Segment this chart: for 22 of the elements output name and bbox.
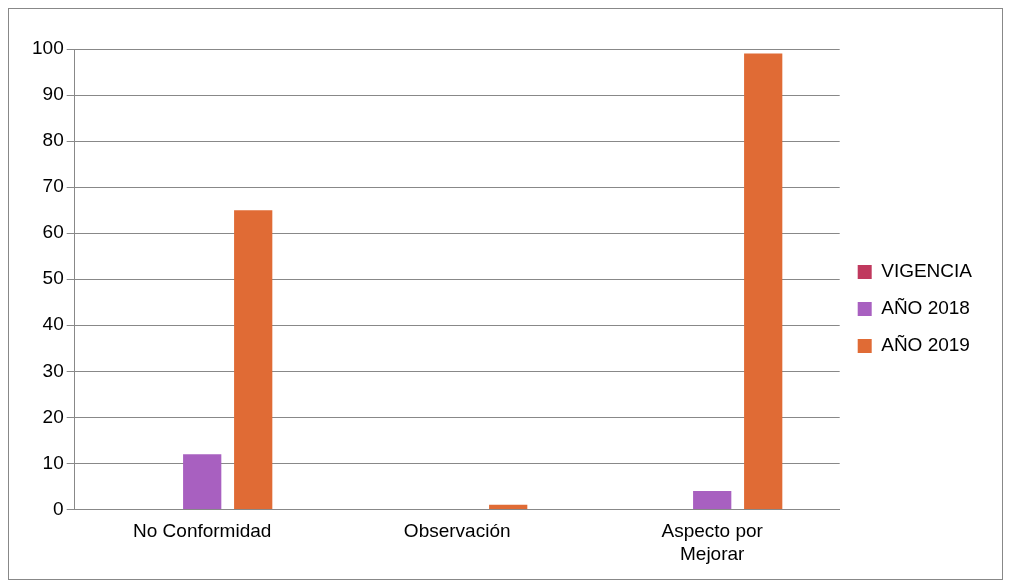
bar	[744, 53, 783, 509]
y-tick-label: 80	[42, 129, 64, 151]
legend-label: VIGENCIA	[881, 260, 973, 282]
bar	[693, 490, 732, 509]
y-tick-label: 30	[42, 359, 64, 381]
y-tick-label: 40	[42, 313, 64, 335]
bar	[234, 210, 273, 509]
y-tick-label: 10	[42, 451, 64, 473]
y-tick-label: 60	[42, 221, 64, 243]
bar	[183, 454, 222, 509]
bar	[489, 504, 528, 509]
x-tick-label: No Conformidad	[133, 520, 272, 542]
y-tick-label: 20	[42, 405, 64, 427]
legend-label: AÑO 2019	[881, 334, 970, 356]
y-tick-label: 50	[42, 267, 64, 289]
y-tick-label: 100	[32, 37, 64, 59]
legend-label: AÑO 2018	[881, 297, 970, 319]
x-tick-label: Aspecto por Mejorar	[661, 520, 764, 564]
y-tick-label: 70	[42, 175, 64, 197]
x-tick-label: Observación	[403, 520, 511, 542]
y-tick-label: 0	[53, 497, 64, 519]
y-tick-label: 90	[42, 83, 64, 105]
